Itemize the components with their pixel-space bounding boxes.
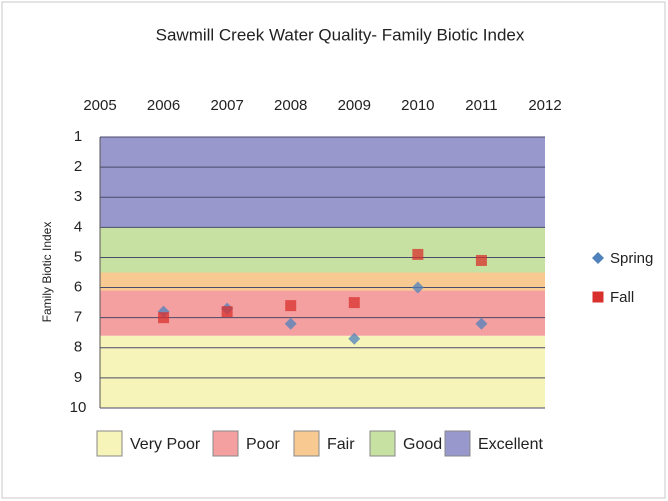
legend-marker (592, 291, 604, 303)
data-point (158, 312, 170, 324)
x-tick-label: 2011 (465, 97, 497, 114)
x-tick-label: 2008 (274, 97, 307, 114)
y-tick-label: 7 (74, 309, 82, 326)
band-legend-swatch (212, 430, 239, 457)
quality-band (100, 137, 545, 228)
band-legend-label: Good (403, 436, 442, 453)
data-point (411, 281, 424, 294)
band-legend-label: Poor (246, 436, 280, 453)
quality-band (100, 335, 545, 408)
band-legend-swatch (293, 430, 320, 457)
y-tick-label: 6 (74, 279, 82, 296)
y-tick-label: 5 (74, 248, 82, 265)
y-tick-label: 1 (74, 128, 82, 145)
x-tick-label: 2009 (338, 97, 371, 114)
y-axis-label: Family Biotic Index (40, 222, 54, 323)
y-tick-label: 8 (74, 339, 82, 356)
quality-band (100, 227, 545, 273)
x-tick-label: 2012 (528, 97, 561, 114)
band-legend-label: Fair (327, 436, 355, 453)
chart-title: Sawmill Creek Water Quality- Family Biot… (156, 25, 525, 44)
band-legend-label: Excellent (478, 436, 543, 453)
legend-marker (592, 252, 604, 264)
legend-label: Spring (610, 250, 653, 267)
y-tick-label: 4 (74, 218, 82, 235)
data-point (348, 297, 360, 309)
band-legend-label: Very Poor (130, 436, 201, 453)
band-legend-swatch (96, 430, 123, 457)
x-tick-label: 2005 (83, 97, 116, 114)
data-point (475, 317, 488, 330)
legend-label: Fall (610, 289, 634, 306)
y-tick-label: 9 (74, 369, 82, 386)
data-point (348, 332, 361, 345)
quality-band (100, 290, 545, 336)
band-legend-swatch (369, 430, 396, 457)
y-tick-label: 2 (74, 158, 82, 175)
data-point (221, 306, 233, 318)
band-legend-swatch (444, 430, 471, 457)
y-tick-label: 3 (74, 188, 82, 205)
x-tick-label: 2006 (147, 97, 180, 114)
quality-band (100, 272, 545, 291)
x-tick-label: 2010 (401, 97, 434, 114)
data-point (285, 300, 297, 312)
data-point (475, 254, 487, 266)
x-tick-label: 2007 (210, 97, 243, 114)
data-point (284, 317, 297, 330)
y-tick-label: 10 (70, 399, 87, 416)
data-point (412, 248, 424, 260)
